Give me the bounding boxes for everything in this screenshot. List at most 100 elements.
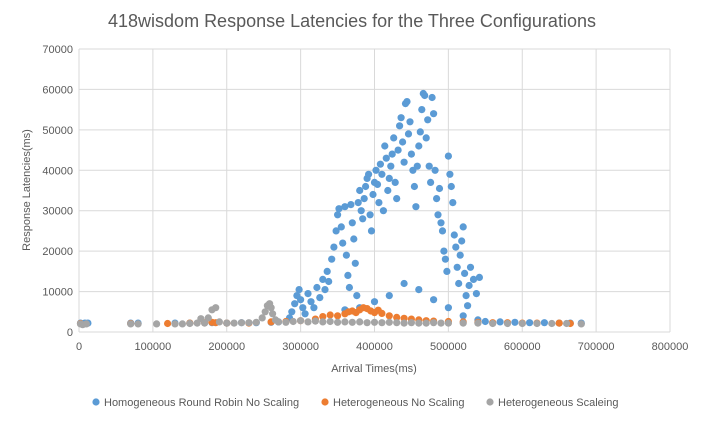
data-point [533, 319, 541, 328]
data-point [230, 319, 238, 327]
y-tick-label: 40000 [42, 165, 73, 177]
data-point [422, 134, 430, 142]
data-point [356, 318, 364, 326]
legend-marker [92, 398, 100, 406]
data-point [344, 271, 352, 279]
data-point [252, 318, 260, 326]
data-point [379, 207, 387, 215]
data-point [295, 286, 303, 294]
x-tick-label: 800000 [652, 341, 689, 353]
data-point [393, 319, 401, 327]
data-point [424, 116, 432, 124]
data-point [385, 292, 393, 300]
data-point [459, 312, 467, 320]
data-point [385, 318, 393, 326]
data-point [430, 296, 438, 304]
data-point [378, 319, 386, 327]
data-point [297, 296, 305, 304]
data-point [555, 319, 563, 327]
data-point [489, 319, 497, 328]
data-point [438, 227, 447, 235]
data-point [367, 227, 376, 235]
data-point [237, 319, 246, 327]
data-point [316, 294, 324, 302]
gridlines [78, 48, 671, 333]
data-point [540, 319, 549, 327]
data-point [394, 146, 402, 154]
data-point [347, 201, 355, 209]
data-point [291, 300, 299, 308]
data-point [319, 275, 327, 283]
data-point [330, 243, 338, 251]
data-point [459, 223, 467, 231]
data-point [212, 304, 220, 312]
data-point [353, 292, 361, 300]
data-point [373, 180, 382, 188]
data-point [444, 319, 452, 327]
y-tick-label: 0 [67, 327, 73, 339]
data-point [434, 211, 442, 219]
data-point [387, 162, 395, 170]
data-points [76, 89, 585, 329]
data-point [385, 174, 393, 182]
data-point [440, 247, 448, 255]
data-point [415, 286, 423, 294]
data-point [391, 178, 399, 186]
data-point [446, 170, 454, 178]
data-point [372, 166, 380, 174]
data-point [171, 320, 179, 328]
data-point [441, 255, 449, 263]
data-point [342, 251, 350, 259]
y-tick-label: 20000 [42, 246, 73, 258]
data-point [313, 283, 321, 292]
data-point [282, 318, 290, 326]
data-point [267, 304, 275, 312]
data-point [351, 259, 359, 267]
legend: Homogeneous Round Robin No Scaling Hetero… [92, 397, 618, 409]
data-point [474, 319, 482, 327]
series-2 [76, 300, 585, 329]
data-point [435, 184, 444, 193]
data-point [350, 235, 358, 243]
data-point [319, 313, 327, 321]
data-point [425, 162, 433, 170]
data-point [289, 317, 297, 326]
data-point [412, 203, 420, 211]
data-point [321, 286, 329, 294]
data-point [328, 255, 336, 263]
data-point [378, 170, 386, 178]
data-point [82, 320, 90, 328]
data-point [406, 118, 414, 126]
legend-label: Homogeneous Round Robin No Scaling [104, 397, 299, 409]
data-point [444, 152, 452, 160]
x-axis-label: Arrival Times(ms) [331, 363, 417, 375]
data-point [464, 302, 472, 310]
data-point [407, 319, 415, 327]
data-point [397, 114, 405, 122]
data-point [400, 158, 408, 166]
data-point [415, 319, 423, 327]
data-point [326, 317, 334, 326]
data-point [433, 195, 441, 203]
data-point [274, 318, 283, 326]
data-point [127, 320, 135, 328]
data-point [326, 311, 334, 319]
data-point [413, 162, 421, 170]
data-point [245, 319, 253, 327]
x-tick-label: 0 [76, 341, 82, 353]
data-point [563, 319, 571, 328]
y-axis-ticks: 0 10000 20000 30000 40000 50000 60000 70000 [42, 44, 73, 339]
data-point [410, 182, 418, 191]
data-point [134, 320, 142, 328]
data-point [178, 320, 186, 328]
x-tick-label: 200000 [208, 341, 245, 353]
data-point [319, 318, 327, 326]
legend-label: Heterogeneous Scaleing [498, 397, 618, 409]
y-tick-label: 10000 [42, 287, 73, 299]
x-tick-label: 700000 [578, 341, 615, 353]
data-point [378, 309, 386, 317]
data-point [400, 319, 408, 327]
data-point [466, 263, 475, 271]
data-point [503, 319, 512, 328]
